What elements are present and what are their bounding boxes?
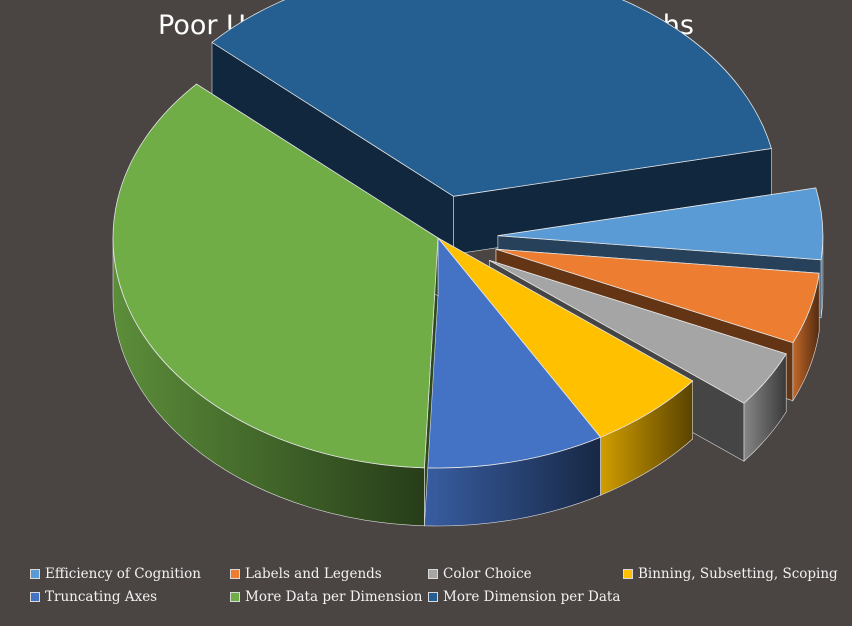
- slice-top-face: [437, 237, 694, 438]
- legend-label: Labels and Legends: [245, 566, 382, 582]
- legend-label: More Data per Dimension: [245, 589, 423, 605]
- legend: Efficiency of Cognition Labels and Legend…: [30, 566, 840, 605]
- legend-swatch: [30, 592, 40, 602]
- legend-item-labels-and-legends: Labels and Legends: [230, 566, 428, 582]
- slice-top-face: [211, 0, 772, 197]
- legend-item-color-choice: Color Choice: [428, 566, 623, 582]
- legend-label: Truncating Axes: [45, 589, 158, 605]
- slice-top-face: [495, 248, 820, 344]
- legend-swatch: [428, 592, 438, 602]
- legend-item-more-dimension-per-data: More Dimension per Data: [428, 589, 623, 605]
- legend-swatch: [230, 569, 240, 579]
- slice-top-face: [489, 260, 787, 404]
- legend-item-binning-subsetting-scoping: Binning, Subsetting, Scoping: [623, 566, 840, 582]
- legend-label: Efficiency of Cognition: [45, 566, 201, 582]
- slice-top-face: [497, 187, 824, 261]
- legend-item-truncating-axes: Truncating Axes: [30, 589, 230, 605]
- legend-label: Binning, Subsetting, Scoping: [638, 566, 838, 582]
- legend-item-efficiency-of-cognition: Efficiency of Cognition: [30, 566, 230, 582]
- pie-slice-more-dimension-per-data: [211, 0, 772, 255]
- legend-label: Color Choice: [443, 566, 532, 582]
- legend-swatch: [428, 569, 438, 579]
- legend-label: More Dimension per Data: [443, 589, 621, 605]
- pie-slice-more-data-per-dimension: [112, 83, 439, 527]
- slice-top-face: [112, 83, 439, 469]
- legend-swatch: [623, 569, 633, 579]
- legend-item-more-data-per-dimension: More Data per Dimension: [230, 589, 428, 605]
- legend-swatch: [30, 569, 40, 579]
- slice-top-face: [423, 236, 602, 469]
- legend-swatch: [230, 592, 240, 602]
